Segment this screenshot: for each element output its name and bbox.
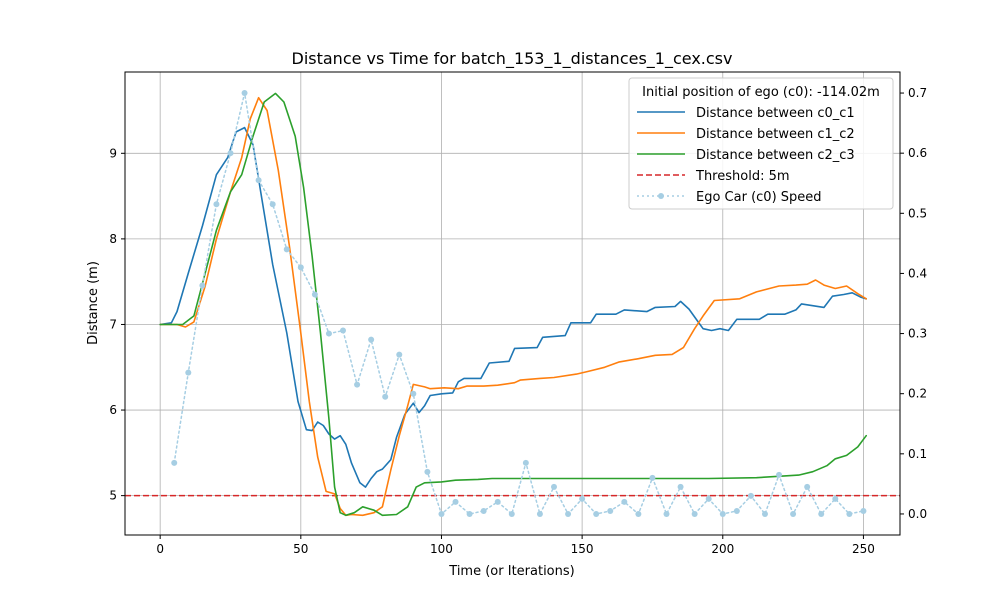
x-tick-label: 0 xyxy=(156,542,164,556)
speed-point xyxy=(635,510,642,517)
speed-point xyxy=(550,483,557,490)
legend-items: Distance between c0_c1 Distance between c… xyxy=(637,106,855,205)
y-axis-label: Distance (m) xyxy=(86,261,101,345)
y-tick-label: 7 xyxy=(109,317,117,331)
speed-point xyxy=(466,510,473,517)
speed-point xyxy=(790,510,797,517)
y-tick-label: 6 xyxy=(109,403,117,417)
speed-point xyxy=(438,510,445,517)
x-tick-label: 200 xyxy=(711,542,734,556)
y2-tick-label: 0.6 xyxy=(908,146,927,160)
speed-point xyxy=(269,201,276,208)
series-line-1 xyxy=(159,126,867,488)
speed-point xyxy=(649,474,656,481)
y2-tick-label: 0.7 xyxy=(908,86,927,100)
speed-point xyxy=(185,369,192,376)
speed-point xyxy=(480,507,487,514)
legend-box xyxy=(628,77,894,210)
x-tick-label: 100 xyxy=(430,542,453,556)
speed-point xyxy=(621,498,628,505)
speed-point xyxy=(424,468,431,475)
speed-point xyxy=(368,336,375,343)
y2-tick-label: 0.4 xyxy=(908,266,927,280)
legend-label: Distance between c2_c3 xyxy=(696,148,855,163)
legend: Initial position of ego (c0): -114.02m D… xyxy=(628,77,894,210)
speed-point xyxy=(593,510,600,517)
speed-point xyxy=(832,495,839,502)
legend-title: Initial position of ego (c0): -114.02m xyxy=(642,85,880,100)
speed-point xyxy=(199,282,206,289)
series-layer xyxy=(159,90,867,517)
speed-point xyxy=(283,246,290,253)
speed-point xyxy=(747,492,754,499)
speed-point xyxy=(536,510,543,517)
speed-point xyxy=(776,471,783,478)
series-line-4 xyxy=(173,92,865,515)
speed-point xyxy=(396,351,403,358)
y2-tick-label: 0.1 xyxy=(908,447,927,461)
speed-point xyxy=(354,381,361,388)
speed-point xyxy=(297,264,304,271)
speed-point xyxy=(607,507,614,514)
x-axis-label: Time (or Iterations) xyxy=(448,564,574,579)
y-tick-label: 9 xyxy=(109,146,117,160)
y2-tick-label: 0.3 xyxy=(908,327,927,341)
legend-label: Distance between c1_c2 xyxy=(696,127,855,142)
speed-point xyxy=(311,291,318,298)
speed-point xyxy=(255,177,262,184)
speed-point xyxy=(171,459,178,466)
speed-point xyxy=(565,510,572,517)
speed-point xyxy=(663,510,670,517)
legend-label: Threshold: 5m xyxy=(695,169,790,184)
y-tick-label: 5 xyxy=(109,489,117,503)
y2-tick-label: 0.2 xyxy=(908,387,927,401)
x-tick-label: 250 xyxy=(852,542,875,556)
chart-title: Distance vs Time for batch_153_1_distanc… xyxy=(292,49,733,69)
speed-point xyxy=(522,459,529,466)
speed-point xyxy=(691,510,698,517)
speed-point xyxy=(860,507,867,514)
speed-point xyxy=(677,483,684,490)
series-line-3 xyxy=(159,92,867,517)
legend-label: Distance between c0_c1 xyxy=(696,106,855,121)
speed-point xyxy=(340,327,347,334)
speed-point xyxy=(719,510,726,517)
speed-point xyxy=(410,390,417,397)
speed-point xyxy=(325,330,332,337)
speed-point xyxy=(733,507,740,514)
speed-point xyxy=(818,510,825,517)
speed-point xyxy=(494,498,501,505)
legend-label: Ego Car (c0) Speed xyxy=(696,190,822,205)
axes-layer: 0 50 100 150 200 250 5 6 7 8 9 0.0 0.1 0.2 0.3 0.4 0.5 0.… xyxy=(109,86,927,556)
speed-point xyxy=(241,90,248,97)
y-tick-label: 8 xyxy=(109,232,117,246)
y2-tick-label: 0.0 xyxy=(908,507,927,521)
speed-point xyxy=(804,483,811,490)
speed-point xyxy=(452,498,459,505)
x-tick-label: 150 xyxy=(571,542,594,556)
speed-point xyxy=(227,150,234,157)
x-tick-label: 50 xyxy=(293,542,308,556)
speed-point xyxy=(846,510,853,517)
speed-point xyxy=(382,393,389,400)
series-line-2 xyxy=(159,96,867,517)
speed-point xyxy=(705,495,712,502)
speed-point xyxy=(508,510,515,517)
speed-point xyxy=(579,495,586,502)
plot-frame xyxy=(124,71,901,536)
speed-point xyxy=(213,201,220,208)
y2-tick-label: 0.5 xyxy=(908,206,927,220)
speed-point xyxy=(761,510,768,517)
legend-marker xyxy=(658,193,664,199)
